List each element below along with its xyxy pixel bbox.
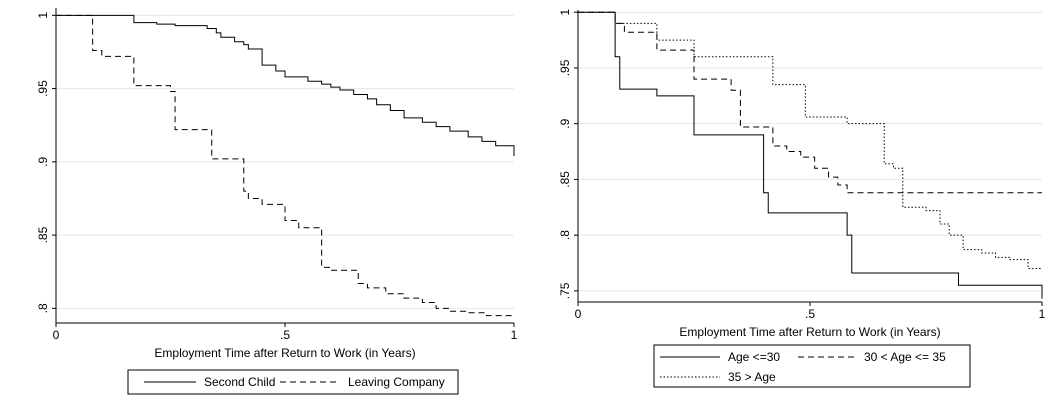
- x-tick-label: .5: [280, 328, 290, 342]
- y-tick-label: .95: [558, 59, 572, 76]
- legend-box: [653, 344, 971, 388]
- x-tick-label: 1: [511, 328, 518, 342]
- x-tick-label: 0: [53, 328, 60, 342]
- series-line-0: [578, 11, 1043, 299]
- y-tick-label: .75: [558, 282, 572, 299]
- y-tick-label: 1: [36, 12, 50, 19]
- x-tick-label: 0: [575, 307, 582, 321]
- y-tick-label: .9: [36, 157, 50, 167]
- x-axis-title: Employment Time after Return to Work (in…: [679, 325, 940, 339]
- series-line-2: [578, 11, 1042, 270]
- y-tick-label: .85: [36, 226, 50, 243]
- left-chart-panel: .8 .85 .9 .95 1 0 .5 1 Employment Time after Ret…: [4, 0, 524, 413]
- y-tick-label: .85: [558, 171, 572, 188]
- legend-label-0: Age <=30: [728, 350, 780, 364]
- y-tick-label: .8: [36, 303, 50, 313]
- legend-label-0: Second Child: [204, 375, 275, 389]
- y-tick-label: 1: [558, 9, 572, 16]
- right-chart-panel: .75 .8 .85 .9 .95 1 0 .5 1 Employment Time after …: [532, 0, 1052, 413]
- y-tick-label: .8: [558, 230, 572, 240]
- y-tick-label: .9: [558, 118, 572, 128]
- series-line-1: [56, 14, 514, 317]
- legend-label-1: 30 < Age <= 35: [864, 350, 946, 364]
- chart-left-survival-by-event: .8 .85 .9 .95 1 0 .5 1 Employment Time after Ret…: [36, 8, 518, 395]
- series-line-1: [578, 11, 1042, 194]
- chart-right-survival-by-age: .75 .8 .85 .9 .95 1 0 .5 1 Employment Time after …: [558, 9, 1046, 388]
- legend-label-2: 35 > Age: [728, 370, 776, 384]
- x-axis-title: Employment Time after Return to Work (in…: [154, 346, 415, 360]
- series-line-0: [56, 14, 515, 156]
- legend-label-1: Leaving Company: [348, 375, 445, 389]
- x-tick-label: 1: [1039, 307, 1046, 321]
- x-tick-label: .5: [805, 307, 815, 321]
- y-tick-label: .95: [36, 80, 50, 97]
